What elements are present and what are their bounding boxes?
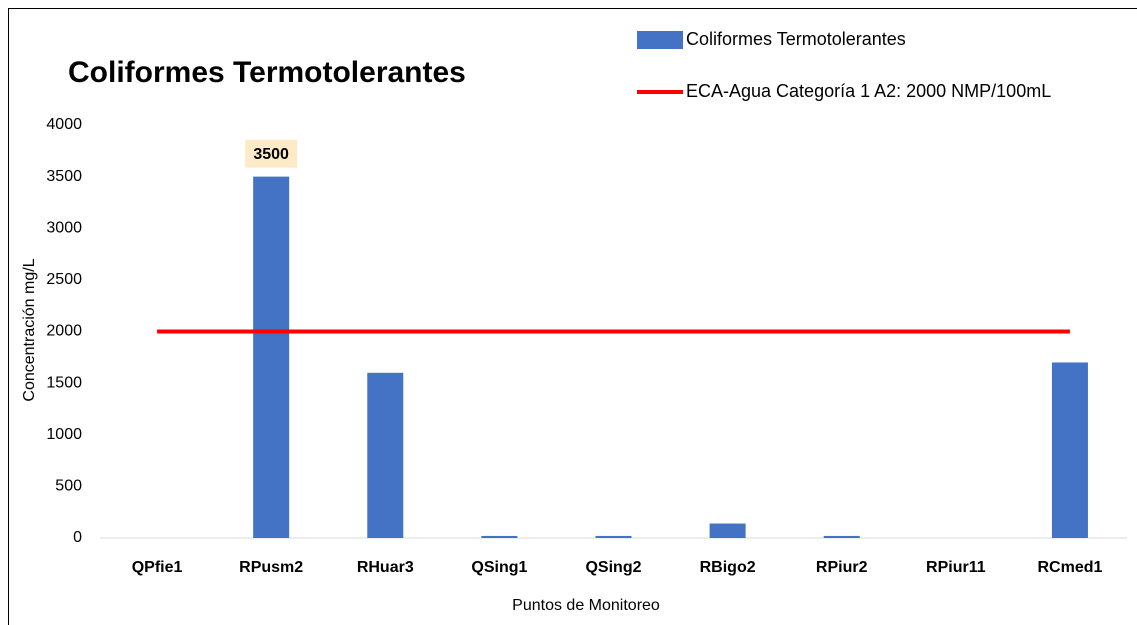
y-tick-label: 0 xyxy=(73,529,82,546)
bar xyxy=(823,535,860,538)
x-axis-title: Puntos de Monitoreo xyxy=(512,597,660,614)
y-tick-label: 500 xyxy=(55,478,82,495)
legend-swatch xyxy=(637,31,683,49)
y-axis-title: Concentración mg/L xyxy=(21,258,38,401)
x-tick-label: QSing1 xyxy=(471,559,527,576)
bar xyxy=(481,535,518,538)
y-tick-label: 4000 xyxy=(46,116,82,133)
legend-label: ECA-Agua Categoría 1 A2: 2000 NMP/100mL xyxy=(686,81,1051,101)
y-tick-label: 1500 xyxy=(46,374,82,391)
bar xyxy=(595,535,632,538)
bar xyxy=(367,372,404,538)
x-tick-label: RPiur11 xyxy=(926,559,986,576)
data-label: 3500 xyxy=(253,146,289,163)
frame xyxy=(8,8,1137,625)
x-tick-label: QPfie1 xyxy=(132,559,183,576)
y-tick-label: 2500 xyxy=(46,271,82,288)
x-tick-label: QSing2 xyxy=(585,559,641,576)
bar xyxy=(1051,362,1088,538)
legend-label: Coliformes Termotolerantes xyxy=(686,29,906,49)
x-tick-label: RPiur2 xyxy=(816,559,868,576)
x-tick-label: RPusm2 xyxy=(239,559,303,576)
y-tick-label: 3000 xyxy=(46,219,82,236)
y-tick-label: 1000 xyxy=(46,426,82,443)
data-label-bg xyxy=(245,139,298,168)
x-tick-label: RCmed1 xyxy=(1037,559,1102,576)
bar xyxy=(709,523,746,538)
bar xyxy=(253,176,290,538)
y-tick-label: 2000 xyxy=(46,323,82,340)
y-tick-label: 3500 xyxy=(46,168,82,185)
x-tick-label: RHuar3 xyxy=(357,559,414,576)
chart-title: Coliformes Termotolerantes xyxy=(68,56,466,89)
x-tick-label: RBigo2 xyxy=(700,559,756,576)
